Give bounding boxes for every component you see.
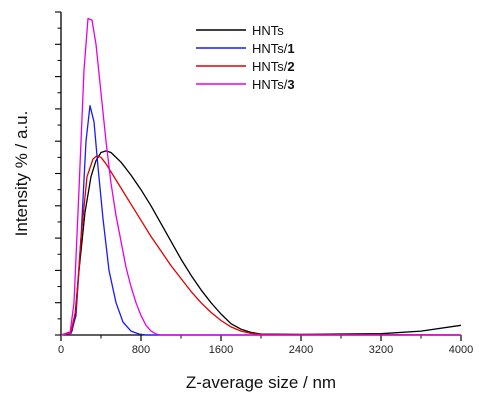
legend-label-1: HNTs <box>252 23 284 38</box>
legend-label-3: HNTs/2 <box>252 59 295 74</box>
series-line-4 <box>60 17 461 336</box>
x-tick-label: 3200 <box>369 344 393 356</box>
series-line-2 <box>60 105 461 336</box>
x-tick-label: 2400 <box>289 344 313 356</box>
x-tick-label: 0 <box>58 344 64 356</box>
series-line-1 <box>60 150 462 336</box>
x-tick-label: 1600 <box>209 344 233 356</box>
axes: 0 800 1600 2400 3200 4000 <box>55 11 473 356</box>
x-tick-label: 800 <box>132 344 150 356</box>
y-axis-title: Intensity % / a.u. <box>12 111 31 237</box>
series-line-3 <box>60 155 462 336</box>
axis-labels: Z-average size / nm Intensity % / a.u. <box>12 111 336 392</box>
legend-label-2: HNTs/1 <box>252 41 295 56</box>
legend: HNTs HNTs/1 HNTs/2 HNTs/3 <box>196 23 295 92</box>
x-axis-title: Z-average size / nm <box>186 373 336 392</box>
x-tick-label: 4000 <box>449 344 473 356</box>
legend-label-4: HNTs/3 <box>252 77 295 92</box>
series-layer <box>60 17 462 336</box>
